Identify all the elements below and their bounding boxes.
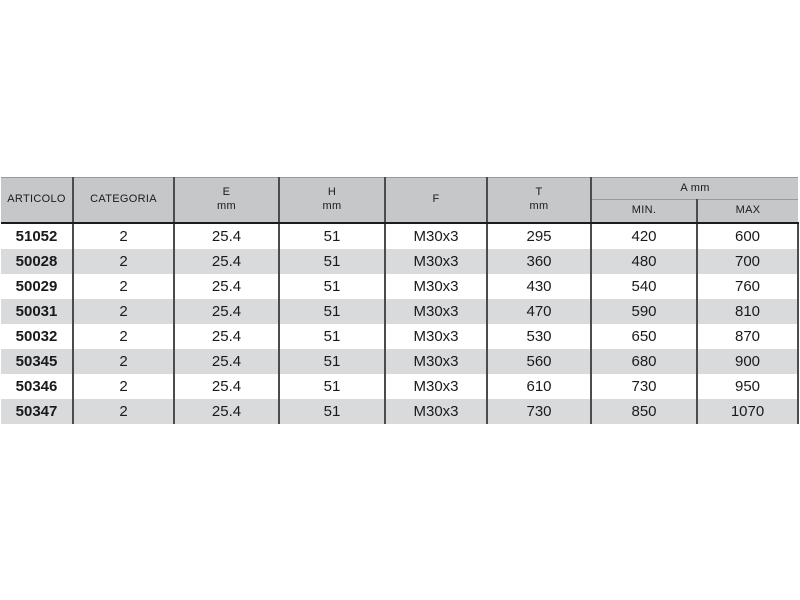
table-row: 50031 2 25.4 51 M30x3 470 590 810 xyxy=(1,298,799,324)
cell-e_mm: 25.4 xyxy=(173,323,279,349)
cell-articolo: 50345 xyxy=(1,348,73,374)
table-header: ARTICOLO CATEGORIA E mm H mm F T mm A mm xyxy=(1,177,798,224)
cell-t_mm: 360 xyxy=(486,248,591,274)
cell-e_mm: 25.4 xyxy=(173,398,279,424)
cell-a_max: 760 xyxy=(696,273,799,299)
cell-f: M30x3 xyxy=(384,373,487,399)
cell-categoria: 2 xyxy=(72,398,174,424)
table-row: 50028 2 25.4 51 M30x3 360 480 700 xyxy=(1,248,799,274)
cell-articolo: 50029 xyxy=(1,273,73,299)
cell-a_min: 420 xyxy=(590,222,697,249)
column-header-e-unit: mm xyxy=(217,199,236,212)
cell-f: M30x3 xyxy=(384,298,487,324)
cell-a_max: 600 xyxy=(696,222,799,249)
cell-h_mm: 51 xyxy=(278,398,385,424)
cell-articolo: 50032 xyxy=(1,323,73,349)
cell-a_min: 650 xyxy=(590,323,697,349)
cell-articolo: 50346 xyxy=(1,373,73,399)
cell-a_min: 540 xyxy=(590,273,697,299)
cell-categoria: 2 xyxy=(72,298,174,324)
cell-e_mm: 25.4 xyxy=(173,373,279,399)
cell-categoria: 2 xyxy=(72,273,174,299)
cell-articolo: 50031 xyxy=(1,298,73,324)
cell-categoria: 2 xyxy=(72,348,174,374)
cell-a_min: 590 xyxy=(590,298,697,324)
header-row-sub: MIN. MAX xyxy=(1,199,798,224)
column-group-header-a-mm: A mm xyxy=(590,177,798,200)
column-header-t-unit: mm xyxy=(529,199,549,212)
cell-articolo: 50028 xyxy=(1,248,73,274)
cell-e_mm: 25.4 xyxy=(173,273,279,299)
cell-categoria: 2 xyxy=(72,248,174,274)
cell-categoria: 2 xyxy=(72,323,174,349)
table-row: 50029 2 25.4 51 M30x3 430 540 760 xyxy=(1,273,799,299)
column-header-t-mm: T mm xyxy=(486,177,591,224)
cell-h_mm: 51 xyxy=(278,273,385,299)
cell-f: M30x3 xyxy=(384,323,487,349)
table-row: 50345 2 25.4 51 M30x3 560 680 900 xyxy=(1,348,799,374)
cell-t_mm: 560 xyxy=(486,348,591,374)
cell-a_max: 870 xyxy=(696,323,799,349)
table-row: 50346 2 25.4 51 M30x3 610 730 950 xyxy=(1,373,799,399)
cell-categoria: 2 xyxy=(72,373,174,399)
cell-t_mm: 530 xyxy=(486,323,591,349)
table-row: 50347 2 25.4 51 M30x3 730 850 1070 xyxy=(1,398,799,424)
cell-e_mm: 25.4 xyxy=(173,222,279,249)
cell-articolo: 51052 xyxy=(1,222,73,249)
column-header-articolo: ARTICOLO xyxy=(1,177,73,224)
cell-a_max: 900 xyxy=(696,348,799,374)
cell-f: M30x3 xyxy=(384,398,487,424)
cell-a_min: 730 xyxy=(590,373,697,399)
cell-f: M30x3 xyxy=(384,248,487,274)
cell-f: M30x3 xyxy=(384,273,487,299)
cell-a_max: 700 xyxy=(696,248,799,274)
column-header-h-unit: mm xyxy=(322,199,342,212)
cell-t_mm: 610 xyxy=(486,373,591,399)
column-header-categoria: CATEGORIA xyxy=(72,177,174,224)
column-header-t-label: T xyxy=(535,186,543,198)
cell-articolo: 50347 xyxy=(1,398,73,424)
cell-t_mm: 430 xyxy=(486,273,591,299)
cell-h_mm: 51 xyxy=(278,248,385,274)
column-header-a-min: MIN. xyxy=(590,199,697,224)
table-row: 51052 2 25.4 51 M30x3 295 420 600 xyxy=(1,222,799,249)
cell-h_mm: 51 xyxy=(278,323,385,349)
cell-a_max: 950 xyxy=(696,373,799,399)
cell-h_mm: 51 xyxy=(278,373,385,399)
cell-a_min: 850 xyxy=(590,398,697,424)
cell-a_min: 480 xyxy=(590,248,697,274)
column-header-a-max: MAX xyxy=(696,199,798,224)
cell-a_max: 1070 xyxy=(696,398,799,424)
cell-f: M30x3 xyxy=(384,348,487,374)
cell-t_mm: 470 xyxy=(486,298,591,324)
cell-a_max: 810 xyxy=(696,298,799,324)
cell-t_mm: 730 xyxy=(486,398,591,424)
column-header-h-mm: H mm xyxy=(278,177,385,224)
column-header-e-label: E xyxy=(222,186,231,198)
cell-categoria: 2 xyxy=(72,222,174,249)
cell-e_mm: 25.4 xyxy=(173,298,279,324)
cell-a_min: 680 xyxy=(590,348,697,374)
product-spec-table: ARTICOLO CATEGORIA E mm H mm F T mm A mm xyxy=(1,177,799,424)
column-header-f: F xyxy=(384,177,487,224)
header-row-top: ARTICOLO CATEGORIA E mm H mm F T mm A mm xyxy=(1,177,798,224)
table-row: 50032 2 25.4 51 M30x3 530 650 870 xyxy=(1,323,799,349)
table-body: 51052 2 25.4 51 M30x3 295 420 600 50028 2 25.4 51 M3… xyxy=(1,222,799,424)
cell-h_mm: 51 xyxy=(278,222,385,249)
cell-h_mm: 51 xyxy=(278,348,385,374)
cell-h_mm: 51 xyxy=(278,298,385,324)
cell-t_mm: 295 xyxy=(486,222,591,249)
cell-e_mm: 25.4 xyxy=(173,348,279,374)
column-header-e-mm: E mm xyxy=(173,177,279,224)
cell-e_mm: 25.4 xyxy=(173,248,279,274)
column-header-h-label: H xyxy=(327,186,337,198)
cell-f: M30x3 xyxy=(384,222,487,249)
